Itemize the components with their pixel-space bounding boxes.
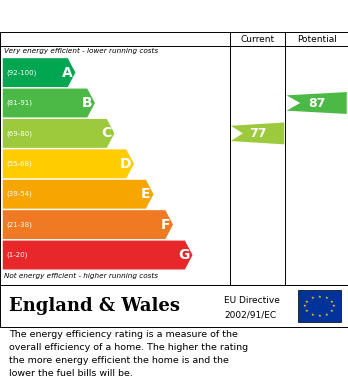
Text: Very energy efficient - lower running costs: Very energy efficient - lower running co…	[4, 48, 158, 54]
Text: (81-91): (81-91)	[6, 100, 32, 106]
Text: ★: ★	[305, 309, 309, 313]
Polygon shape	[3, 149, 134, 178]
Text: 87: 87	[308, 97, 325, 109]
Polygon shape	[3, 89, 95, 117]
Text: G: G	[179, 248, 190, 262]
Polygon shape	[287, 92, 347, 114]
Text: A: A	[62, 66, 73, 80]
Text: ★: ★	[317, 314, 321, 318]
Polygon shape	[3, 119, 114, 148]
Text: (55-68): (55-68)	[6, 161, 32, 167]
Text: ★: ★	[330, 300, 334, 303]
Text: Not energy efficient - higher running costs: Not energy efficient - higher running co…	[4, 273, 158, 279]
Text: ★: ★	[317, 295, 321, 299]
Polygon shape	[3, 58, 76, 87]
Text: Current: Current	[240, 34, 275, 43]
Text: ★: ★	[310, 313, 314, 317]
Text: Energy Efficiency Rating: Energy Efficiency Rating	[9, 7, 238, 25]
Text: 2002/91/EC: 2002/91/EC	[224, 310, 277, 319]
Text: (69-80): (69-80)	[6, 130, 32, 137]
Polygon shape	[3, 240, 192, 269]
Text: EU Directive: EU Directive	[224, 296, 280, 305]
Text: The energy efficiency rating is a measure of the
overall efficiency of a home. T: The energy efficiency rating is a measur…	[9, 330, 248, 378]
Polygon shape	[3, 210, 173, 239]
Text: (1-20): (1-20)	[6, 252, 27, 258]
Text: 77: 77	[249, 127, 266, 140]
Text: ★: ★	[330, 309, 334, 313]
Text: (39-54): (39-54)	[6, 191, 32, 197]
Text: (21-38): (21-38)	[6, 221, 32, 228]
Text: ★: ★	[310, 296, 314, 300]
Polygon shape	[231, 122, 284, 144]
Text: (92-100): (92-100)	[6, 69, 37, 76]
Text: F: F	[161, 218, 170, 231]
Text: E: E	[141, 187, 151, 201]
Text: ★: ★	[325, 296, 329, 300]
Text: ★: ★	[325, 313, 329, 317]
Text: D: D	[120, 157, 131, 171]
Text: ★: ★	[332, 304, 335, 308]
Polygon shape	[3, 180, 153, 209]
Text: B: B	[81, 96, 92, 110]
Text: ★: ★	[305, 300, 309, 303]
Bar	[298, 291, 341, 322]
Text: England & Wales: England & Wales	[9, 297, 180, 316]
Text: ★: ★	[303, 304, 307, 308]
Text: Potential: Potential	[297, 34, 337, 43]
Text: C: C	[101, 126, 112, 140]
